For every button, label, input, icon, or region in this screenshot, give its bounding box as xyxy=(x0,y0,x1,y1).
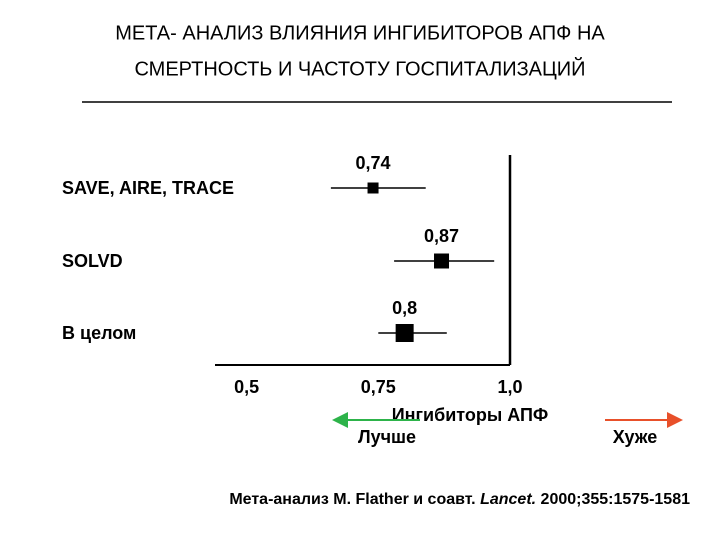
source-part: Мета-анализ M. Flather и соавт. xyxy=(229,491,480,508)
category-label: SOLVD xyxy=(62,251,123,271)
point-estimate xyxy=(434,253,450,269)
point-estimate xyxy=(367,182,379,194)
better-label: Лучше xyxy=(358,427,416,447)
worse-label: Хуже xyxy=(613,427,658,447)
source-part: 2000;355:1575-1581 xyxy=(536,491,690,508)
category-label: В целом xyxy=(62,323,136,343)
value-label: 0,8 xyxy=(392,298,417,318)
point-estimate xyxy=(395,324,414,342)
chart-title: МЕТА- АНАЛИЗ ВЛИЯНИЯ ИНГИБИТОРОВ АПФ НА xyxy=(115,22,605,44)
chart-title: СМЕРТНОСТЬ И ЧАСТОТУ ГОСПИТАЛИЗАЦИЙ xyxy=(134,56,585,80)
axis-label: Ингибиторы АПФ xyxy=(392,405,549,425)
x-tick-label: 1,0 xyxy=(497,377,522,397)
x-tick-label: 0,5 xyxy=(234,377,259,397)
x-tick-label: 0,75 xyxy=(361,377,396,397)
source: Мета-анализ M. Flather и соавт. Lancet. … xyxy=(229,491,690,508)
category-label: SAVE, AIRE, TRACE xyxy=(62,178,234,198)
value-label: 0,87 xyxy=(424,226,459,246)
value-label: 0,74 xyxy=(356,153,391,173)
source-part: Lancet. xyxy=(480,491,536,508)
